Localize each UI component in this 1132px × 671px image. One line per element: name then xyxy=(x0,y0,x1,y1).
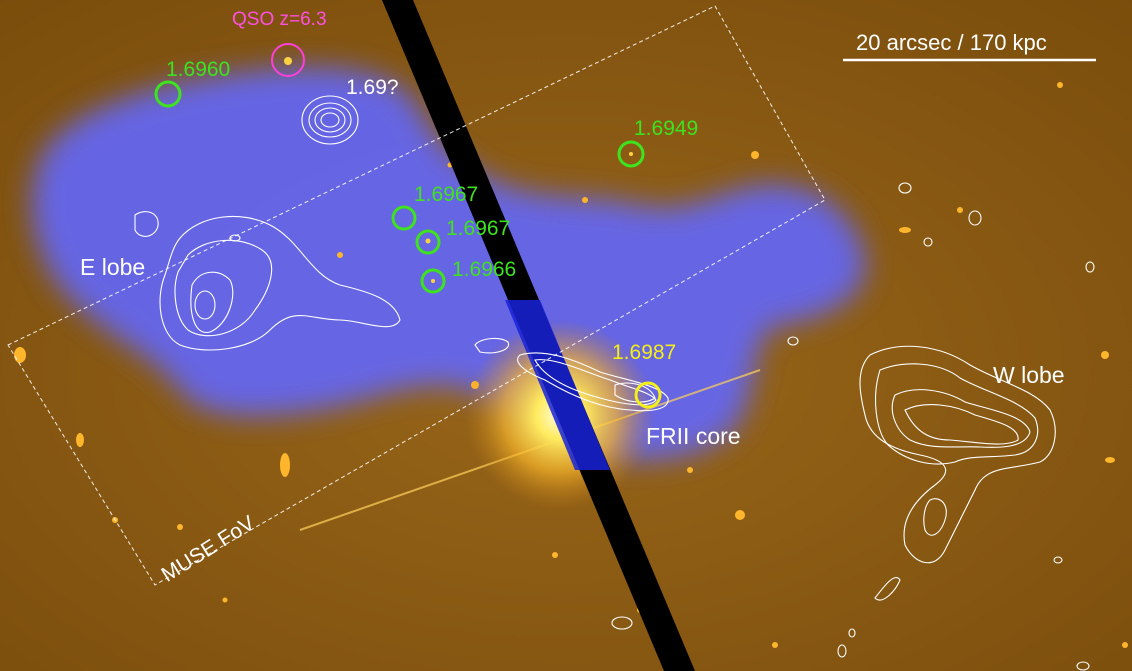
core-marker xyxy=(634,381,662,409)
member-z-label-3: 1.6967 xyxy=(414,183,479,206)
member-points xyxy=(425,152,633,283)
west-lobe-label: W lobe xyxy=(993,362,1065,388)
unknown-z-label: 1.69? xyxy=(346,76,399,99)
qso-marker xyxy=(271,43,305,77)
qso-label: QSO z=6.3 xyxy=(232,9,327,30)
qso-point xyxy=(284,57,292,65)
core-label: FRII core xyxy=(646,423,741,449)
member-z-label-4: 1.6967 xyxy=(446,217,511,240)
core-z-label: 1.6987 xyxy=(612,341,677,364)
east-lobe-label: E lobe xyxy=(80,254,146,280)
diffuse-emission xyxy=(31,67,866,460)
masked-stripe-blue xyxy=(505,300,610,470)
member-markers xyxy=(154,80,645,294)
radio-contours xyxy=(134,95,1095,671)
member-z-label-2: 1.6949 xyxy=(634,117,699,140)
member-z-label-5: 1.6966 xyxy=(452,258,517,281)
member-z-label-1: 1.6960 xyxy=(166,58,231,81)
scale-bar-label: 20 arcsec / 170 kpc xyxy=(856,30,1047,55)
